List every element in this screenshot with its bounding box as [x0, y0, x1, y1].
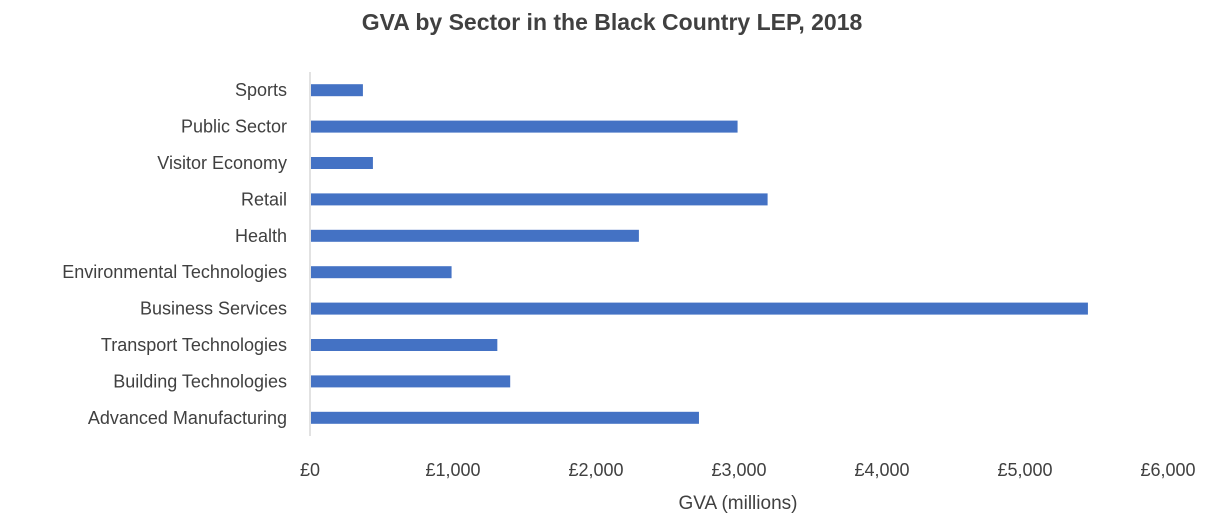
x-tick-label: £6,000 [1140, 460, 1195, 480]
bars-group [311, 84, 1088, 424]
x-tick-label: £1,000 [425, 460, 480, 480]
chart-title: GVA by Sector in the Black Country LEP, … [362, 9, 863, 35]
x-tick-label: £3,000 [711, 460, 766, 480]
bar-visitor-economy [311, 157, 373, 169]
bar-public-sector [311, 120, 738, 133]
category-label: Business Services [140, 299, 287, 319]
bar-retail [311, 193, 768, 206]
category-label: Transport Technologies [101, 335, 287, 355]
x-tick-label: £0 [300, 460, 320, 480]
bar-building-technologies [311, 375, 511, 388]
x-tick-label: £2,000 [568, 460, 623, 480]
bar-environmental-technologies [311, 266, 452, 279]
x-tick-label: £5,000 [997, 460, 1052, 480]
bar-transport-technologies [311, 339, 498, 351]
bar-business-services [311, 302, 1088, 315]
category-label: Retail [241, 189, 287, 209]
category-label: Public Sector [181, 117, 287, 137]
bar-advanced-manufacturing [311, 411, 699, 424]
category-label: Sports [235, 80, 287, 100]
x-tick-label: £4,000 [854, 460, 909, 480]
category-label: Advanced Manufacturing [88, 408, 287, 428]
x-axis-title: GVA (millions) [679, 493, 798, 514]
category-label: Health [235, 226, 287, 246]
bar-health [311, 229, 639, 242]
x-tick-labels: £0 £1,000 £2,000 £3,000 £4,000 £5,000 £6,000 [300, 460, 1196, 480]
bar-sports [311, 84, 363, 97]
category-label: Environmental Technologies [62, 262, 287, 282]
category-label: Building Technologies [113, 371, 287, 391]
category-labels: Advanced Manufacturing Building Technolog… [62, 80, 287, 428]
category-label: Visitor Economy [157, 153, 287, 173]
